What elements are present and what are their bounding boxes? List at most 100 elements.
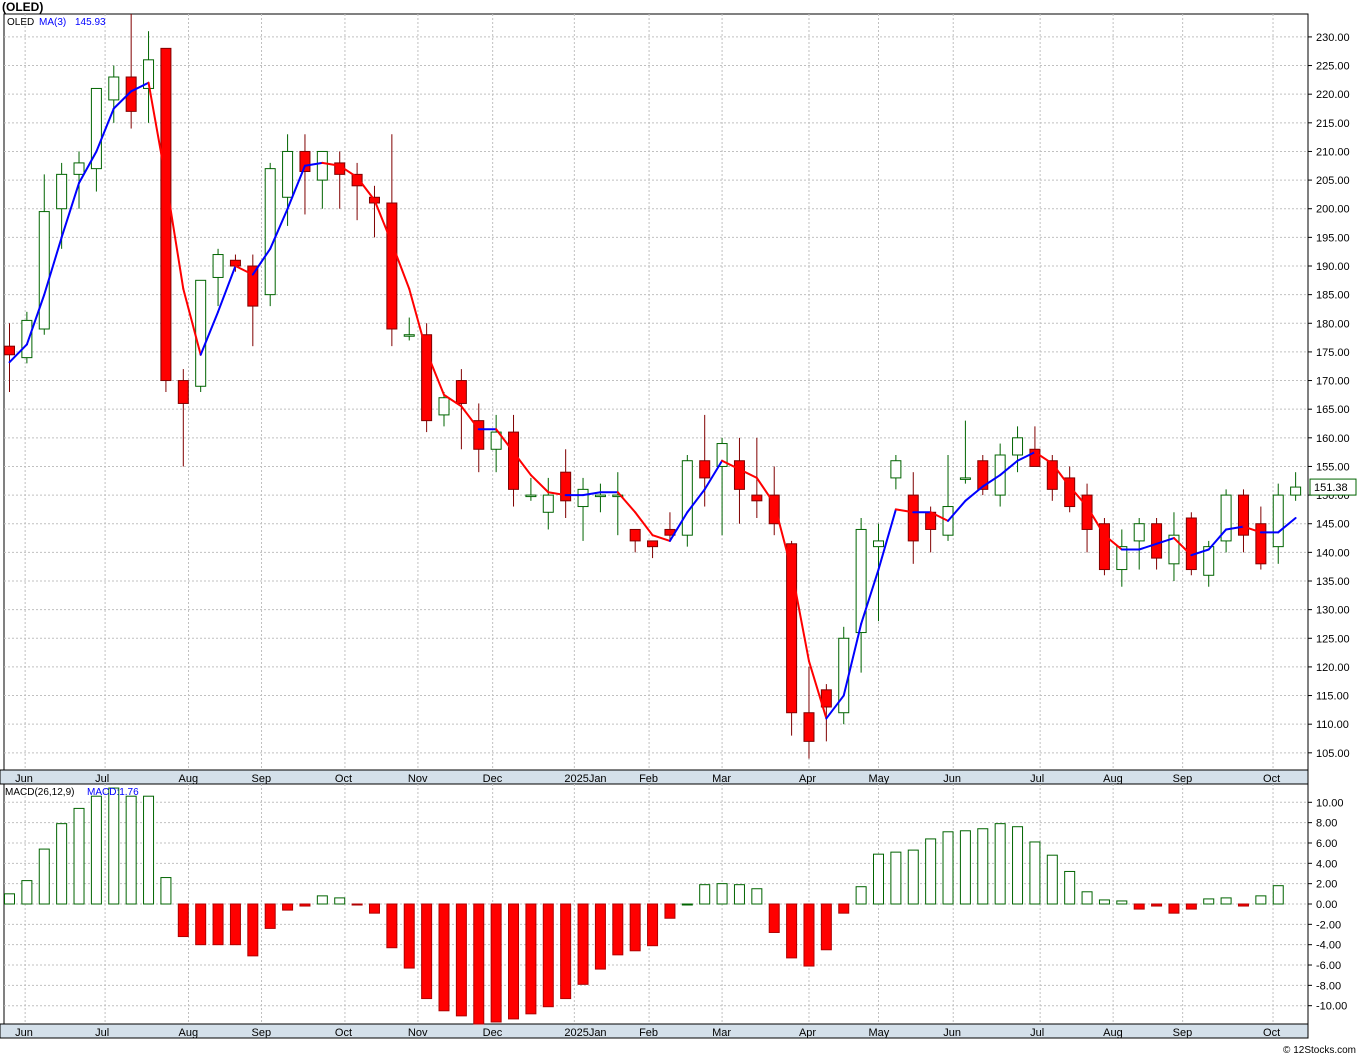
candle	[1029, 426, 1041, 467]
macd-bar	[212, 903, 224, 946]
ma-legend-value: 145.93	[75, 17, 106, 28]
ma-segment	[43, 236, 63, 296]
ma-segment	[1277, 517, 1297, 534]
macd-bar	[473, 903, 485, 1025]
candle-body	[143, 59, 155, 89]
price-y-tick-label: 105.00	[1316, 748, 1350, 760]
ma-segment	[964, 485, 984, 502]
macd-x-month-label: Jun	[943, 1027, 961, 1039]
candle	[681, 455, 693, 547]
macd-y-tick-label: -6.00	[1316, 960, 1341, 972]
candle	[4, 323, 15, 392]
macd-x-month-label: Feb	[639, 1027, 658, 1039]
candle-body	[247, 265, 259, 307]
ma-segment	[8, 343, 28, 364]
macd-bar	[351, 903, 363, 906]
macd-legend-value: MACD:1.76	[87, 787, 139, 798]
ma-segment	[495, 428, 515, 454]
macd-bar	[508, 903, 520, 1020]
candle-body	[1168, 534, 1180, 565]
macd-bar	[925, 838, 937, 905]
price-x-month-label: Feb	[639, 773, 658, 785]
candle-body	[299, 150, 311, 172]
macd-bar	[838, 903, 850, 914]
candle	[768, 466, 780, 536]
macd-y-tick-label: 2.00	[1316, 879, 1337, 891]
ma-segment	[147, 81, 167, 182]
candle	[177, 369, 189, 467]
macd-y-tick-label: 8.00	[1316, 818, 1337, 830]
macd-x-month-label: Aug	[1103, 1027, 1123, 1039]
macd-bar	[1168, 903, 1180, 914]
macd-bar	[1133, 903, 1145, 910]
ma-segment	[721, 459, 741, 471]
candle	[855, 518, 867, 673]
price-y-tick-label: 200.00	[1316, 204, 1350, 216]
ma-segment	[582, 491, 602, 497]
macd-bar	[143, 795, 155, 905]
candle-body	[681, 460, 693, 536]
macd-bar	[942, 831, 954, 905]
candle-body	[820, 689, 832, 708]
ma-segment	[738, 468, 758, 479]
candle-body	[125, 76, 137, 112]
candle-body	[4, 345, 15, 356]
candle-body	[1012, 437, 1024, 456]
price-x-month-label: Jul	[95, 773, 109, 785]
candle	[421, 323, 433, 433]
ma-segment	[512, 451, 532, 477]
candle	[125, 14, 137, 129]
macd-x-month-label: Nov	[408, 1027, 428, 1039]
candle-body	[907, 494, 919, 542]
candle-body	[577, 488, 589, 508]
candle-body	[421, 334, 433, 422]
candle	[1185, 512, 1197, 576]
price-y-tick-label: 165.00	[1316, 404, 1350, 416]
macd-bar	[438, 903, 450, 1012]
ma-segment	[1207, 528, 1228, 551]
price-x-month-label: Mar	[712, 773, 731, 785]
macd-bar	[803, 903, 815, 967]
candle	[38, 174, 50, 335]
candle	[733, 437, 745, 524]
ma-segment	[894, 508, 915, 514]
macd-bar	[1237, 903, 1249, 907]
candle	[455, 369, 467, 450]
ma-segment	[338, 164, 359, 179]
candle-body	[542, 494, 554, 513]
candle-body	[699, 460, 711, 479]
candle-body	[560, 471, 572, 502]
macd-bar	[177, 903, 189, 938]
ma-segment	[616, 491, 637, 514]
ma-segment	[95, 107, 115, 153]
price-x-month-label: Sep	[1173, 773, 1193, 785]
candle	[820, 684, 832, 742]
price-y-tick-label: 190.00	[1316, 261, 1350, 273]
ma-segment	[860, 568, 880, 625]
price-legend-symbol: OLED	[7, 17, 34, 28]
macd-bar	[455, 903, 467, 1017]
ma-segment	[1138, 542, 1158, 551]
ma-segment	[807, 660, 828, 720]
macd-bar	[577, 903, 589, 985]
macd-x-month-label: Apr	[799, 1027, 816, 1039]
price-y-tick-label: 215.00	[1316, 118, 1350, 130]
macd-x-month-label: Dec	[483, 1027, 503, 1039]
macd-x-month-label: Oct	[1263, 1027, 1280, 1039]
candle	[1168, 512, 1180, 581]
macd-bar	[1081, 891, 1093, 905]
macd-bar	[699, 884, 711, 905]
macd-x-month-label: Sep	[1173, 1027, 1193, 1039]
candle-body	[1290, 486, 1302, 496]
candle	[542, 477, 554, 530]
candle-body	[403, 334, 415, 337]
candle-body	[455, 380, 467, 404]
macd-x-month-label: Sep	[252, 1027, 272, 1039]
price-x-month-label: Jul	[1030, 773, 1044, 785]
candle-body	[873, 540, 884, 548]
ma-segment	[1225, 525, 1245, 531]
candle-body	[959, 477, 971, 480]
ma-segment	[929, 511, 950, 522]
ma-segment	[164, 179, 185, 290]
